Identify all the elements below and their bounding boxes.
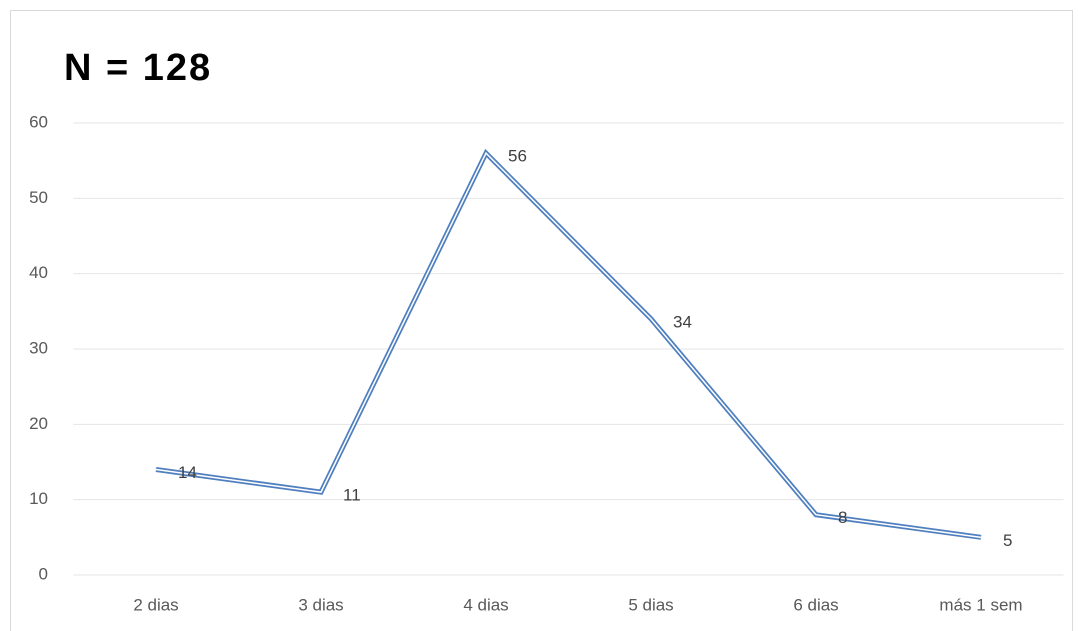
y-tick-label: 0 (39, 564, 48, 583)
y-tick-label: 60 (29, 112, 48, 131)
x-tick-label: 5 dias (628, 595, 673, 614)
y-tick-label: 20 (29, 414, 48, 433)
chart-border (10, 10, 1073, 631)
y-tick-label: 40 (29, 263, 48, 282)
y-tick-label: 50 (29, 188, 48, 207)
x-tick-label: más 1 sem (939, 595, 1022, 614)
data-label: 34 (673, 312, 692, 331)
data-label: 5 (1003, 531, 1012, 550)
x-tick-label: 6 dias (793, 595, 838, 614)
data-label: 56 (508, 147, 527, 166)
y-tick-label: 30 (29, 338, 48, 357)
x-tick-label: 3 dias (298, 595, 343, 614)
line-inner (155, 151, 982, 539)
x-tick-label: 2 dias (133, 595, 178, 614)
data-label: 14 (178, 463, 197, 482)
data-label: 8 (838, 508, 847, 527)
data-label: 11 (343, 486, 361, 505)
y-tick-label: 10 (29, 489, 48, 508)
chart-title: N = 128 (64, 47, 212, 89)
x-tick-label: 4 dias (463, 595, 508, 614)
